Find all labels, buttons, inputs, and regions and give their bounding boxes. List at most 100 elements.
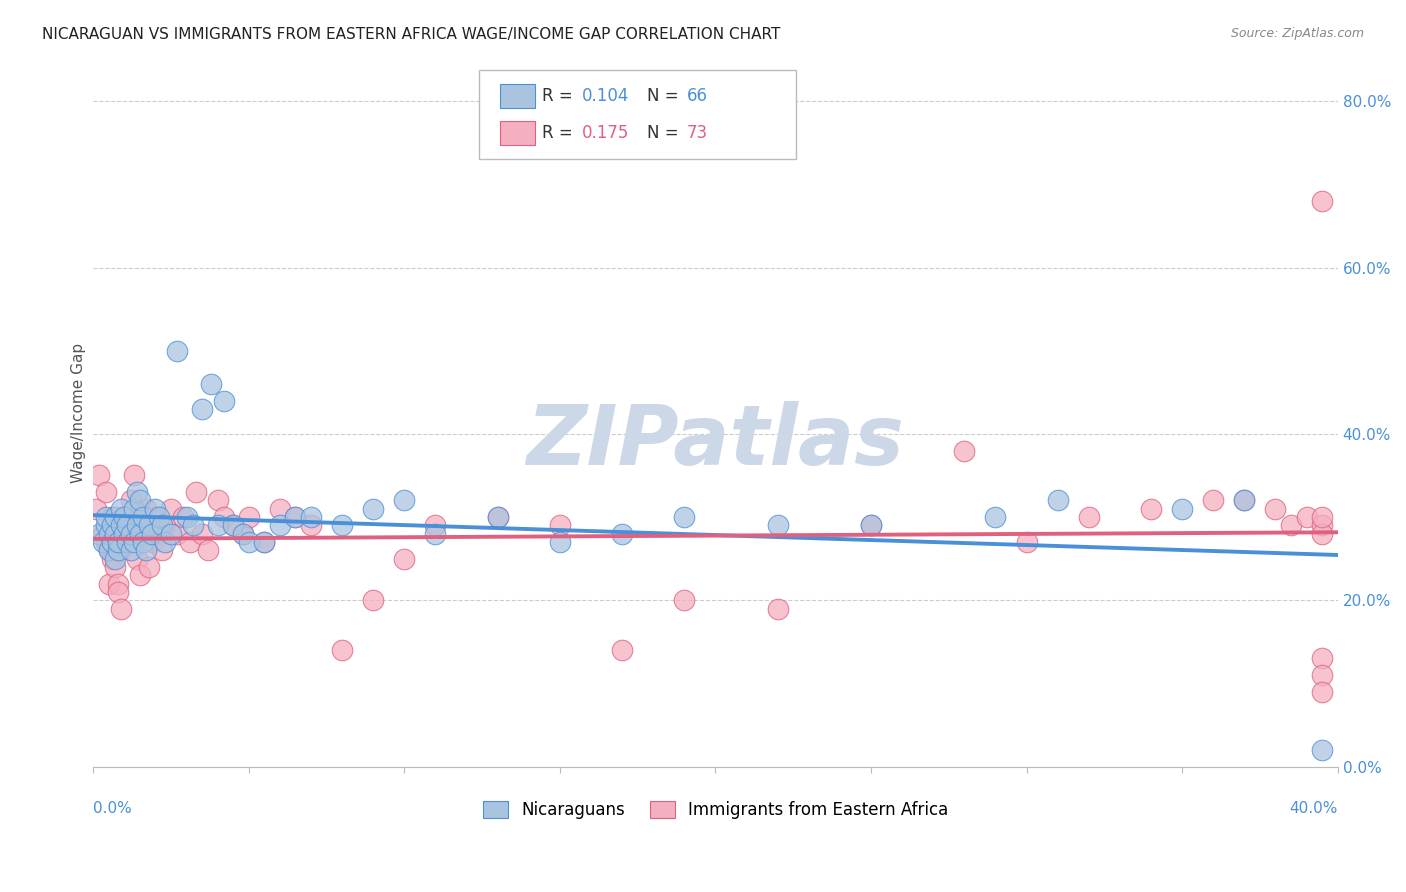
Point: [97, 526, 120, 541]
Point: [1310, 684, 1333, 698]
Point: [125, 518, 148, 533]
Point: [207, 493, 229, 508]
Text: Source: ZipAtlas.com: Source: ZipAtlas.com: [1230, 27, 1364, 40]
Point: [94, 535, 117, 549]
Point: [104, 560, 127, 574]
Point: [1015, 535, 1038, 549]
Point: [212, 510, 235, 524]
Point: [179, 535, 201, 549]
Text: R =: R =: [543, 87, 578, 104]
Point: [94, 518, 117, 533]
Point: [97, 543, 120, 558]
Point: [197, 543, 219, 558]
Text: NICARAGUAN VS IMMIGRANTS FROM EASTERN AFRICA WAGE/INCOME GAP CORRELATION CHART: NICARAGUAN VS IMMIGRANTS FROM EASTERN AF…: [42, 27, 780, 42]
Point: [91, 526, 114, 541]
Text: N =: N =: [647, 87, 683, 104]
Point: [160, 501, 183, 516]
Point: [141, 526, 163, 541]
Point: [145, 501, 167, 516]
Text: R =: R =: [543, 124, 578, 142]
Point: [207, 518, 229, 533]
Point: [486, 510, 509, 524]
Point: [101, 510, 124, 524]
Point: [1233, 493, 1256, 508]
Point: [673, 593, 696, 607]
Point: [125, 518, 148, 533]
Point: [1046, 493, 1069, 508]
Point: [238, 535, 260, 549]
Point: [112, 526, 135, 541]
Point: [191, 526, 214, 541]
FancyBboxPatch shape: [501, 84, 534, 108]
Text: 66: 66: [686, 87, 707, 104]
Point: [394, 551, 416, 566]
Point: [1310, 651, 1333, 665]
Point: [1279, 518, 1302, 533]
Point: [486, 510, 509, 524]
Point: [1233, 493, 1256, 508]
Point: [1310, 526, 1333, 541]
Point: [104, 526, 127, 541]
Point: [330, 643, 353, 657]
Point: [361, 593, 384, 607]
Point: [135, 501, 157, 516]
FancyBboxPatch shape: [501, 121, 534, 145]
Point: [150, 518, 173, 533]
Point: [120, 526, 142, 541]
Text: 0.0%: 0.0%: [93, 800, 132, 815]
Text: N =: N =: [647, 124, 683, 142]
Point: [1140, 501, 1163, 516]
Point: [107, 576, 129, 591]
Point: [231, 526, 253, 541]
Point: [1310, 743, 1333, 757]
Point: [122, 535, 145, 549]
Point: [284, 510, 307, 524]
Point: [145, 510, 167, 524]
Point: [120, 493, 142, 508]
Point: [138, 560, 160, 574]
Point: [269, 518, 291, 533]
Point: [94, 485, 117, 500]
Point: [1077, 510, 1099, 524]
Point: [859, 518, 882, 533]
Point: [128, 526, 150, 541]
Point: [166, 526, 188, 541]
Point: [984, 510, 1007, 524]
Point: [89, 468, 111, 483]
Text: 40.0%: 40.0%: [1289, 800, 1337, 815]
Point: [610, 526, 633, 541]
Point: [1202, 493, 1225, 508]
Point: [160, 526, 183, 541]
Point: [1295, 510, 1317, 524]
Point: [107, 535, 129, 549]
Point: [153, 518, 176, 533]
Point: [110, 518, 132, 533]
Point: [97, 576, 120, 591]
Point: [117, 518, 139, 533]
Text: ZIPatlas: ZIPatlas: [526, 401, 904, 482]
Text: 73: 73: [686, 124, 707, 142]
Point: [1264, 501, 1286, 516]
Point: [138, 518, 160, 533]
Point: [132, 510, 155, 524]
Legend: Nicaraguans, Immigrants from Eastern Africa: Nicaraguans, Immigrants from Eastern Afr…: [475, 794, 955, 825]
Point: [107, 543, 129, 558]
Point: [673, 510, 696, 524]
Y-axis label: Wage/Income Gap: Wage/Income Gap: [72, 343, 86, 483]
Point: [148, 526, 170, 541]
Point: [125, 485, 148, 500]
Point: [84, 501, 107, 516]
Point: [1310, 510, 1333, 524]
Point: [330, 518, 353, 533]
Point: [212, 393, 235, 408]
Point: [91, 535, 114, 549]
Point: [610, 643, 633, 657]
Point: [184, 485, 207, 500]
Point: [107, 585, 129, 599]
Point: [122, 468, 145, 483]
Point: [101, 551, 124, 566]
Point: [1310, 194, 1333, 208]
FancyBboxPatch shape: [479, 70, 796, 159]
Point: [150, 543, 173, 558]
Point: [135, 543, 157, 558]
